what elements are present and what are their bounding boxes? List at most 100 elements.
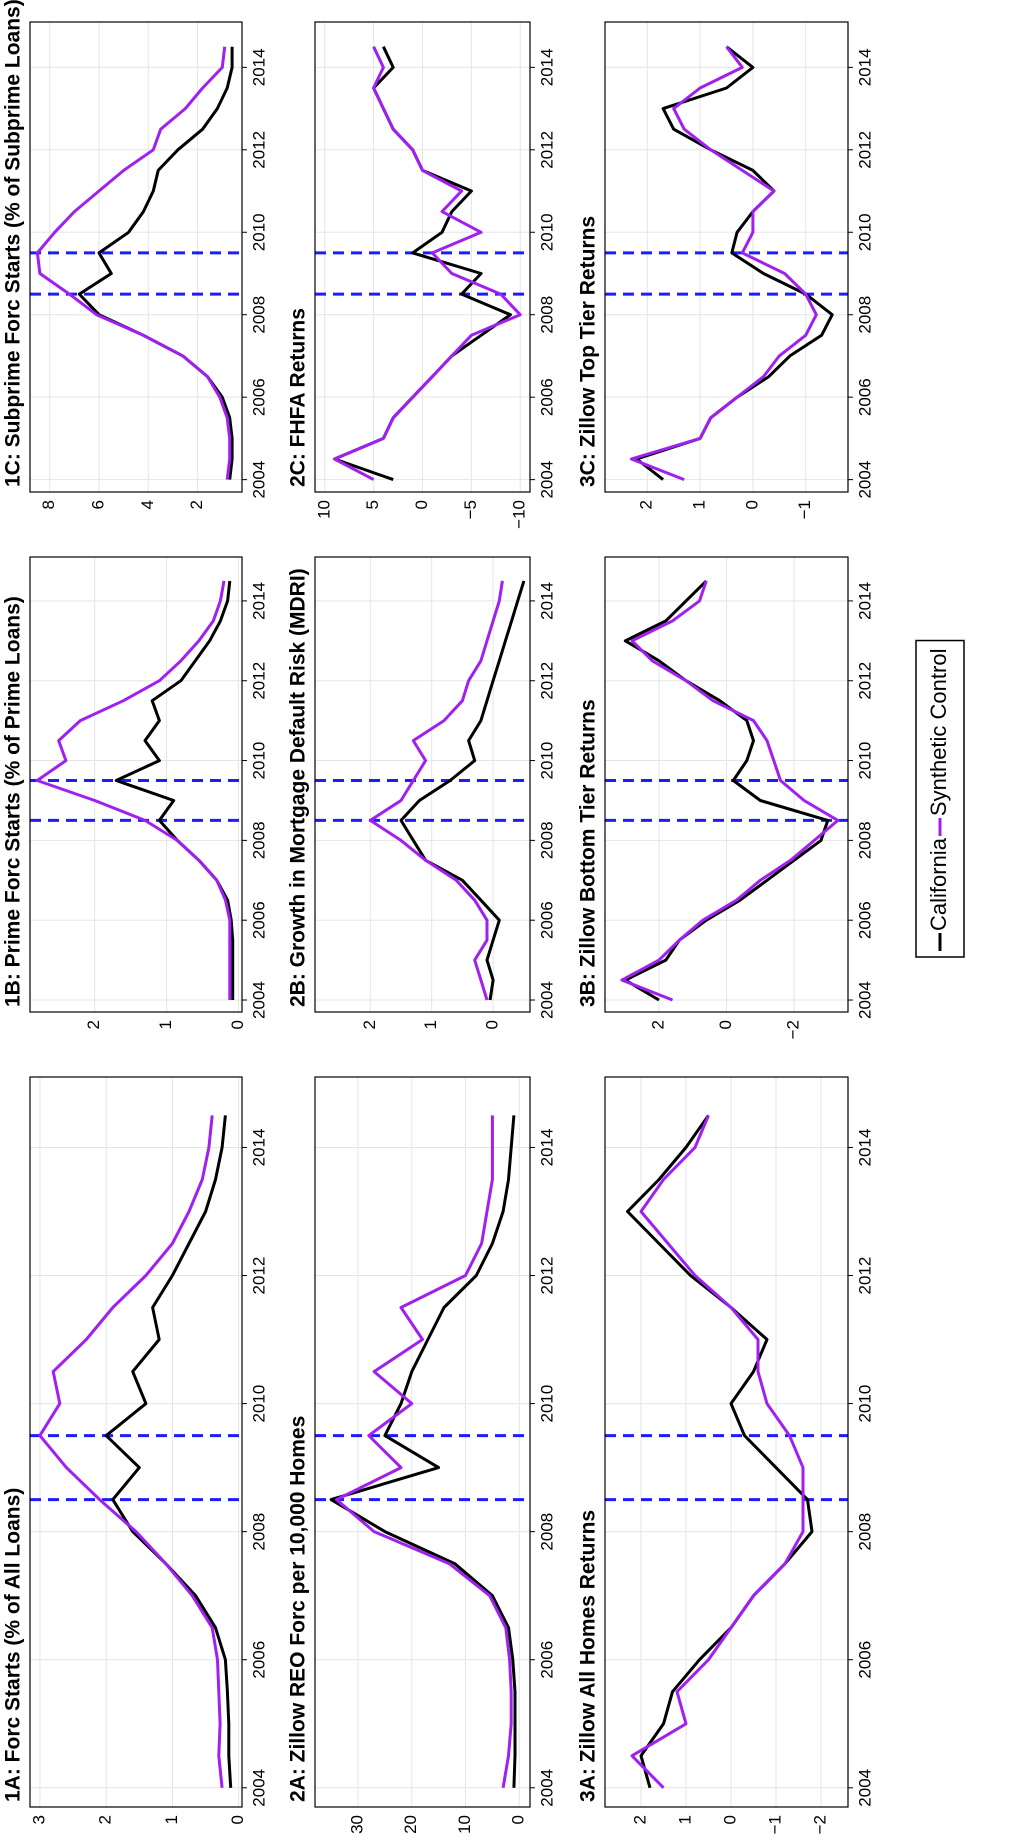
x-tick-label: 2010	[249, 742, 268, 780]
legend-label: Synthetic Control	[926, 649, 951, 817]
x-tick-label: 2004	[537, 1769, 556, 1807]
x-tick-label: 2014	[249, 582, 268, 620]
x-tick-label: 2014	[537, 48, 556, 86]
x-tick-label: 2014	[855, 582, 874, 620]
x-tick-label: 2014	[855, 1129, 874, 1167]
y-tick-label: 0	[720, 1815, 739, 1824]
plot-background	[30, 1077, 242, 1807]
x-tick-label: 2012	[855, 131, 874, 169]
series-line	[626, 1114, 814, 1789]
y-tick-label: 3	[29, 1815, 48, 1824]
y-tick-label: 1	[162, 1815, 181, 1824]
x-tick-label: 2006	[249, 378, 268, 416]
y-tick-label: −2	[783, 1020, 802, 1039]
x-tick-label: 2014	[855, 48, 874, 86]
legend-label: California	[926, 837, 951, 931]
y-tick-label: 10	[314, 500, 333, 519]
plot-background	[315, 1077, 530, 1807]
plot-background	[30, 22, 242, 492]
x-tick-label: 2008	[537, 1513, 556, 1551]
y-tick-label: 0	[228, 1815, 247, 1824]
x-tick-label: 2008	[249, 296, 268, 334]
x-tick-label: 2012	[855, 1257, 874, 1295]
y-tick-label: 0	[412, 500, 431, 509]
x-tick-label: 2008	[855, 1513, 874, 1551]
plot-frame	[604, 21, 849, 493]
x-tick-label: 2008	[855, 296, 874, 334]
x-tick-label: 2006	[537, 1641, 556, 1679]
x-tick-label: 2006	[855, 1641, 874, 1679]
series-line	[399, 580, 526, 1001]
x-tick-label: 2004	[855, 1769, 874, 1807]
y-tick-label: 20	[401, 1815, 420, 1834]
series-line	[114, 580, 235, 1000]
x-tick-label: 2010	[537, 742, 556, 780]
x-tick-label: 2004	[855, 981, 874, 1019]
y-tick-label: 2	[187, 500, 206, 509]
x-tick-label: 2010	[537, 213, 556, 251]
y-tick-label: −2	[810, 1815, 829, 1834]
x-tick-label: 2004	[537, 981, 556, 1019]
plot-background	[605, 22, 848, 492]
series-line	[333, 46, 522, 481]
series-line	[629, 45, 818, 481]
x-tick-label: 2004	[855, 461, 874, 499]
y-tick-label: 2	[630, 1815, 649, 1824]
panel-title: 2C: FHFA Returns	[287, 308, 310, 487]
y-tick-label: 8	[39, 500, 58, 509]
y-tick-label: −10	[510, 500, 529, 529]
y-tick-label: −1	[765, 1815, 784, 1834]
series-line	[368, 580, 504, 1001]
y-tick-label: 30	[347, 1815, 366, 1834]
y-tick-label: 0	[228, 1020, 247, 1029]
plot-frame	[29, 1076, 243, 1808]
panel-title: 2B: Growth in Mortgage Default Risk (MDR…	[287, 568, 310, 1007]
x-tick-label: 2012	[855, 662, 874, 700]
y-tick-label: 6	[89, 500, 108, 509]
series-line	[38, 1115, 224, 1788]
x-tick-label: 2012	[537, 1257, 556, 1295]
panel-title: 1B: Prime Forc Starts (% of Prime Loans)	[2, 596, 25, 1007]
y-tick-label: 0	[742, 500, 761, 509]
legend-box	[915, 639, 965, 958]
y-tick-label: 10	[455, 1815, 474, 1834]
y-tick-label: 4	[138, 500, 157, 509]
y-tick-label: 0	[716, 1020, 735, 1029]
x-tick-label: 2008	[855, 821, 874, 859]
x-tick-label: 2010	[537, 1385, 556, 1423]
y-tick-label: 2	[648, 1020, 667, 1029]
plot-frame	[314, 21, 531, 493]
plot-background	[315, 557, 530, 1012]
y-tick-label: 5	[363, 500, 382, 509]
panel-title: 3A: Zillow All Homes Returns	[577, 1510, 600, 1802]
x-tick-label: 2012	[249, 662, 268, 700]
x-tick-label: 2004	[537, 461, 556, 499]
x-tick-label: 2006	[537, 901, 556, 939]
y-tick-label: 2	[84, 1020, 103, 1029]
plot-frame	[29, 21, 243, 493]
y-tick-label: 1	[421, 1020, 440, 1029]
panel-title: 2A: Zillow REO Forc per 10,000 Homes	[287, 1416, 310, 1802]
plot-frame	[604, 1076, 849, 1808]
y-tick-label: 1	[156, 1020, 175, 1029]
series-line	[35, 46, 232, 480]
panel-title: 1A: Forc Starts (% of All Loans)	[2, 1488, 25, 1802]
x-tick-label: 2006	[537, 378, 556, 416]
x-tick-label: 2008	[537, 296, 556, 334]
panel-title: 1C: Subprime Forc Starts (% of Subprime …	[2, 0, 25, 487]
x-tick-label: 2012	[537, 131, 556, 169]
x-tick-label: 2006	[855, 901, 874, 939]
x-tick-label: 2008	[249, 821, 268, 859]
x-tick-label: 2012	[249, 1257, 268, 1295]
x-tick-label: 2014	[537, 1129, 556, 1167]
y-tick-label: 2	[96, 1815, 115, 1824]
x-tick-label: 2014	[249, 1129, 268, 1167]
plot-background	[605, 1077, 848, 1807]
y-tick-label: 2	[637, 500, 656, 509]
x-tick-label: 2006	[855, 378, 874, 416]
y-tick-label: 1	[690, 500, 709, 509]
x-tick-label: 2006	[249, 1641, 268, 1679]
series-line	[630, 1114, 805, 1789]
